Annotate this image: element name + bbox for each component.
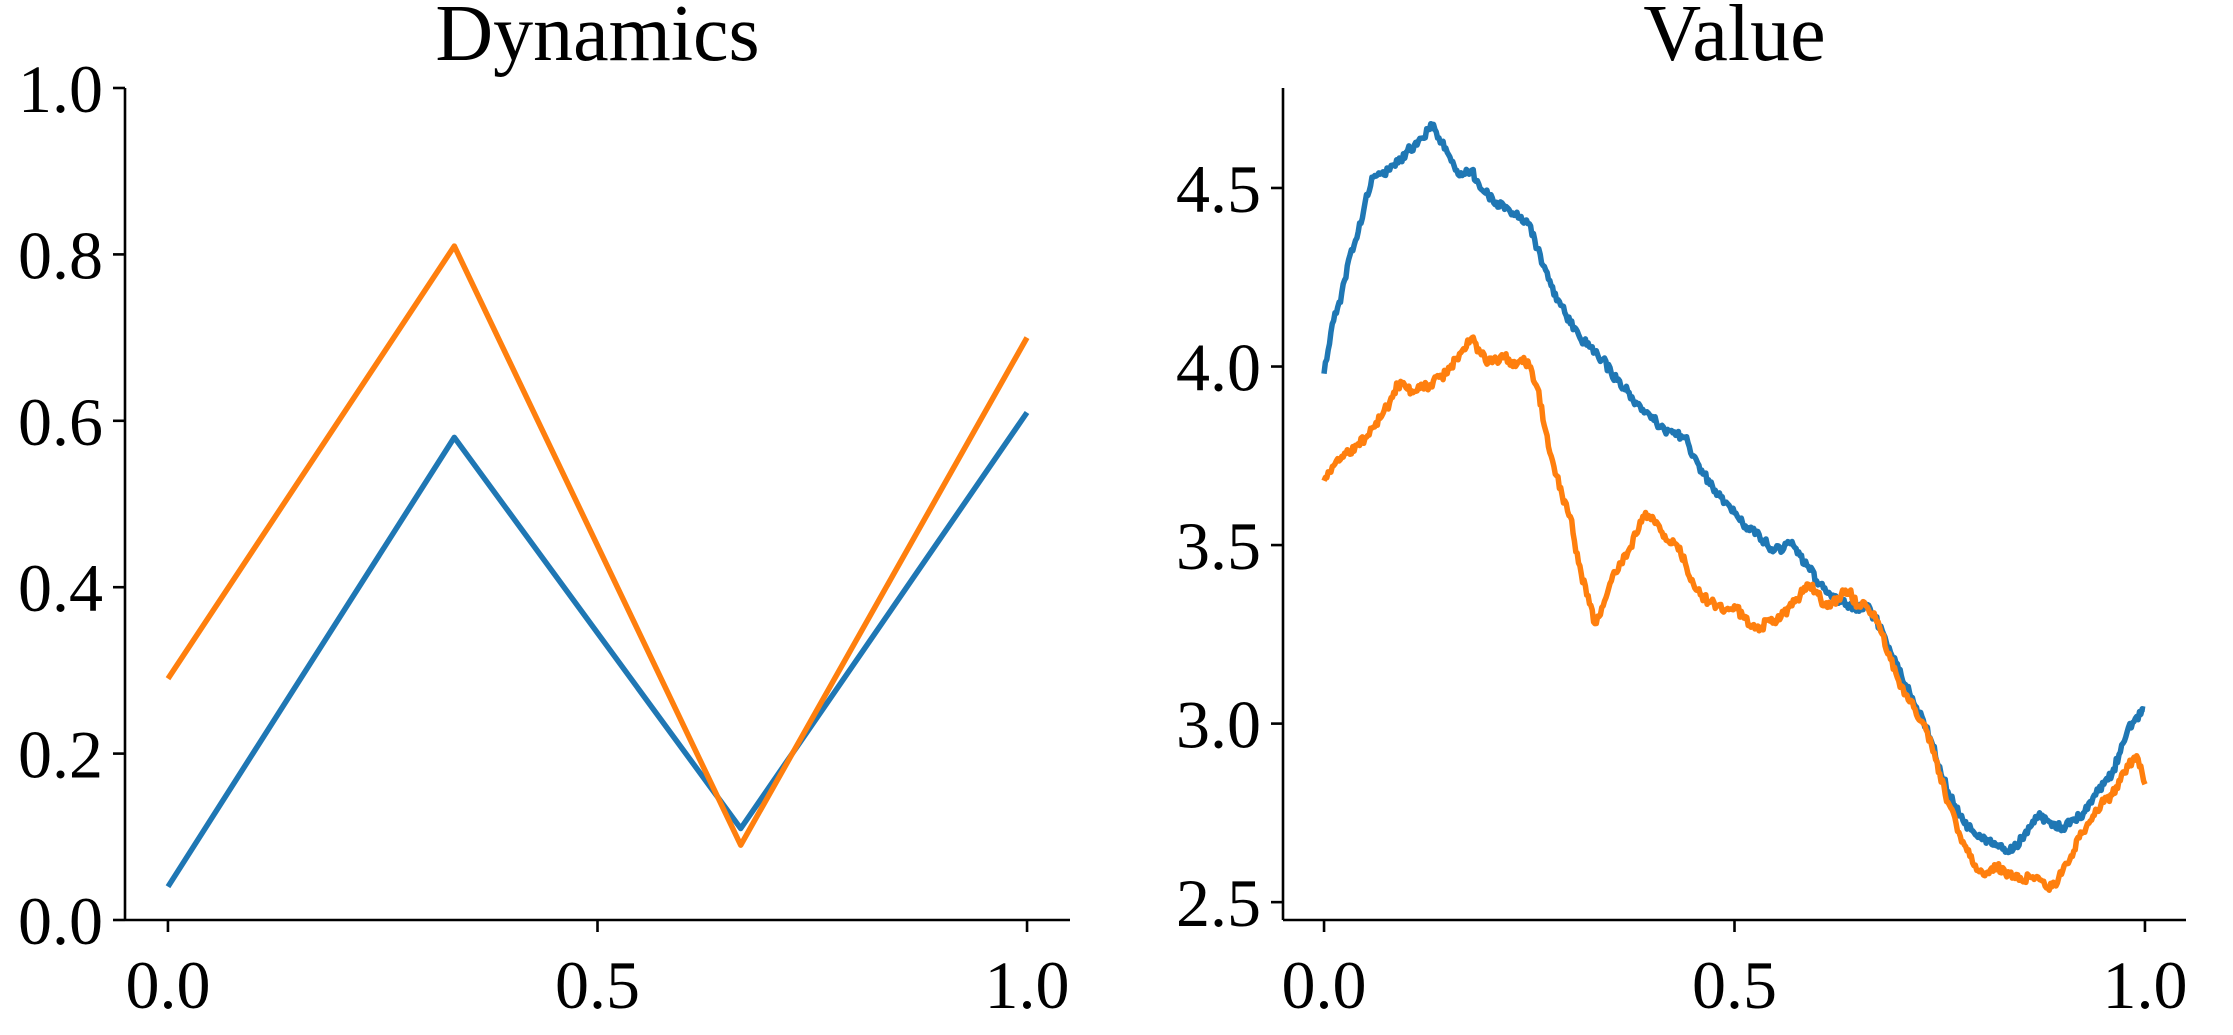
dynamics-y-tick-label: 1.0: [18, 51, 103, 127]
dynamics-y-tick-label: 0.8: [18, 217, 103, 293]
dynamics-series-line-orange: [165, 243, 1030, 848]
dynamics-x-tick-label: 0.5: [555, 947, 640, 1023]
dynamics-x-tick-label: 0.0: [125, 947, 210, 1023]
dynamics-y-tick-label: 0.6: [18, 384, 103, 460]
dynamics-y-tick-label: 0.2: [18, 717, 103, 793]
value-x-tick-label: 1.0: [2102, 947, 2187, 1023]
value-x-tick-label: 0.5: [1692, 947, 1777, 1023]
value-series-line-blue: [1321, 120, 2147, 856]
value-x-tick-label: 0.0: [1282, 947, 1367, 1023]
dynamics-y-tick-label: 0.0: [18, 883, 103, 959]
dynamics-x-tick-label: 1.0: [985, 947, 1070, 1023]
dynamics-chart: Dynamics 0.0 0.5 1.0 0.0 0.2 0.4 0.6 0.8 1.0: [18, 0, 1070, 1023]
value-y-tick-label: 2.5: [1176, 865, 1261, 941]
value-y-tick-label: 3.5: [1176, 508, 1261, 584]
value-chart-title: Value: [1643, 0, 1825, 78]
value-y-tick-label: 4.5: [1176, 151, 1261, 227]
value-y-tick-label: 3.0: [1176, 687, 1261, 763]
value-chart: Value 0.0 0.5 1.0 2.5 3.0 3.5 4.0 4.5: [1176, 0, 2187, 1023]
dynamics-y-tick-label: 0.4: [18, 550, 103, 626]
dynamics-series-line-blue: [165, 410, 1030, 889]
value-y-tick-label: 4.0: [1176, 330, 1261, 406]
dynamics-chart-title: Dynamics: [435, 0, 759, 78]
value-series-line-orange: [1321, 334, 2148, 893]
